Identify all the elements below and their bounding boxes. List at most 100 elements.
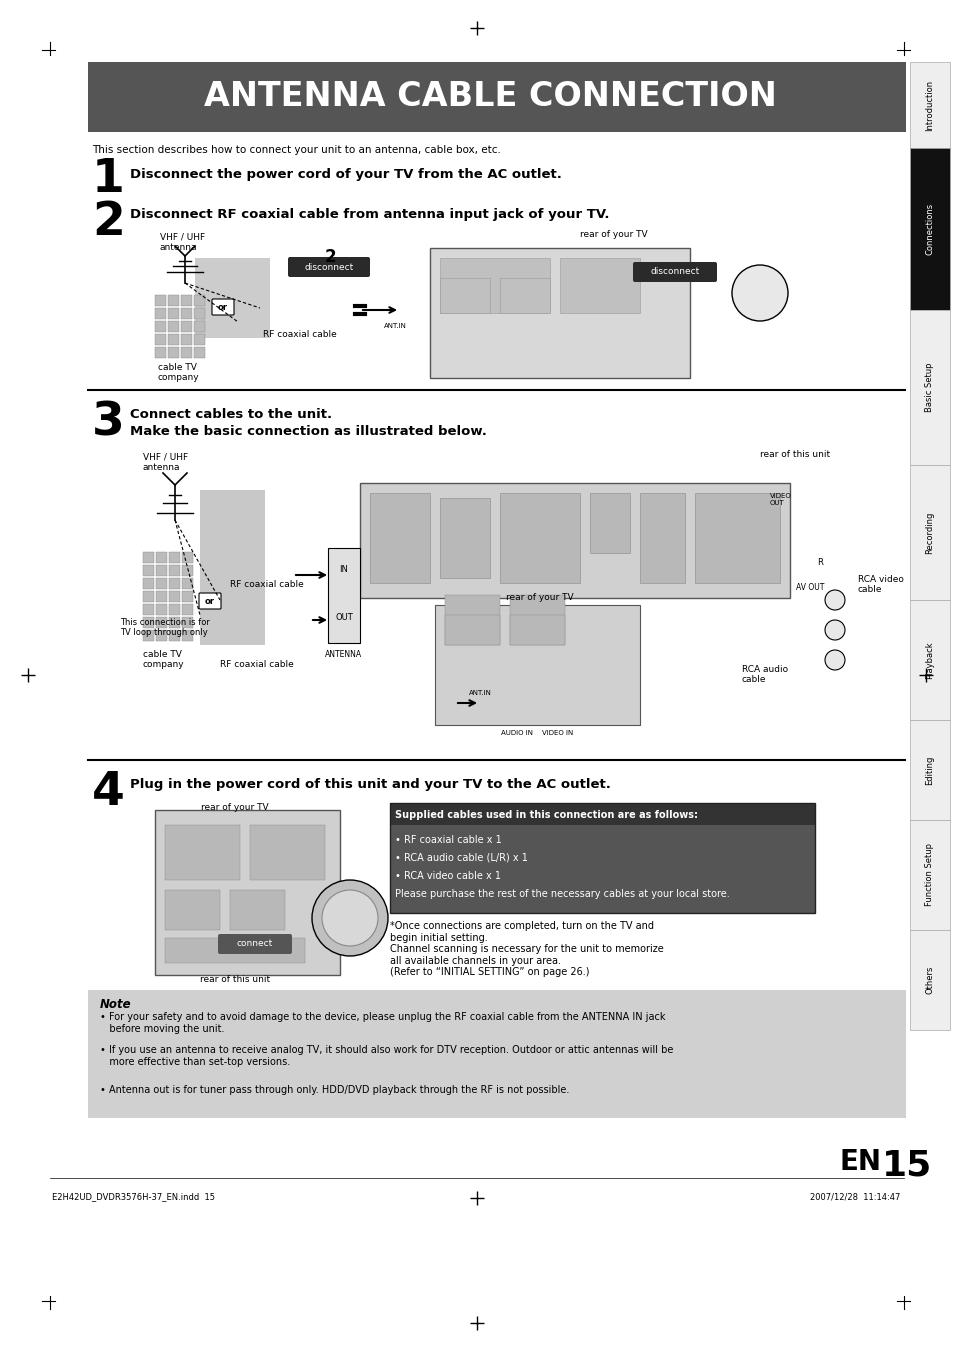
Text: RF coaxial cable: RF coaxial cable xyxy=(263,330,336,339)
Bar xyxy=(182,578,193,589)
Bar xyxy=(250,825,325,880)
Text: Note: Note xyxy=(100,998,132,1011)
Text: ANT.IN: ANT.IN xyxy=(383,323,406,330)
Text: VIDEO
OUT: VIDEO OUT xyxy=(769,493,791,507)
Bar xyxy=(510,615,564,644)
Bar xyxy=(499,278,550,313)
Text: ANT.IN: ANT.IN xyxy=(468,690,491,696)
Text: VHF / UHF
antenna: VHF / UHF antenna xyxy=(143,453,188,473)
Text: This section describes how to connect your unit to an antenna, cable box, etc.: This section describes how to connect yo… xyxy=(91,145,500,155)
Bar xyxy=(194,258,270,338)
Bar xyxy=(193,334,205,345)
Bar xyxy=(439,278,490,313)
Bar xyxy=(390,802,814,913)
Bar xyxy=(444,615,499,644)
Text: Plug in the power cord of this unit and your TV to the AC outlet.: Plug in the power cord of this unit and … xyxy=(130,778,610,790)
Text: • If you use an antenna to receive analog TV, it should also work for DTV recept: • If you use an antenna to receive analo… xyxy=(100,1046,673,1066)
Bar xyxy=(156,617,167,628)
Bar xyxy=(156,578,167,589)
Text: • Antenna out is for tuner pass through only. HDD/DVD playback through the RF is: • Antenna out is for tuner pass through … xyxy=(100,1085,569,1096)
Bar xyxy=(169,617,180,628)
Bar xyxy=(182,590,193,603)
Bar xyxy=(390,825,814,913)
Text: E2H42UD_DVDR3576H-37_EN.indd  15: E2H42UD_DVDR3576H-37_EN.indd 15 xyxy=(52,1192,214,1201)
Bar xyxy=(165,938,305,963)
Text: IN: IN xyxy=(339,565,348,574)
Bar xyxy=(156,604,167,615)
Bar xyxy=(143,630,153,640)
Text: Disconnect RF coaxial cable from antenna input jack of your TV.: Disconnect RF coaxial cable from antenna… xyxy=(130,208,609,222)
Bar xyxy=(154,308,166,319)
Text: rear of this unit: rear of this unit xyxy=(200,975,270,984)
Text: RF coaxial cable: RF coaxial cable xyxy=(230,580,303,589)
Bar xyxy=(143,553,153,563)
Text: • For your safety and to avoid damage to the device, please unplug the RF coaxia: • For your safety and to avoid damage to… xyxy=(100,1012,665,1034)
Bar xyxy=(143,578,153,589)
Bar xyxy=(156,553,167,563)
Bar xyxy=(143,590,153,603)
Text: 2: 2 xyxy=(91,200,125,245)
Bar xyxy=(169,630,180,640)
Bar xyxy=(909,820,949,929)
Bar xyxy=(88,990,905,1119)
Text: AUDIO IN    VIDEO IN: AUDIO IN VIDEO IN xyxy=(500,730,573,736)
Bar xyxy=(909,600,949,720)
Bar xyxy=(143,617,153,628)
Text: rear of your TV: rear of your TV xyxy=(201,802,269,812)
Bar xyxy=(328,549,359,643)
Bar xyxy=(499,493,579,584)
Text: EN: EN xyxy=(840,1148,882,1175)
Text: OUT: OUT xyxy=(335,613,353,621)
Text: Introduction: Introduction xyxy=(924,80,934,131)
Bar xyxy=(181,334,192,345)
Text: Please purchase the rest of the necessary cables at your local store.: Please purchase the rest of the necessar… xyxy=(395,889,729,898)
Bar xyxy=(439,258,550,313)
Text: ANTENNA CABLE CONNECTION: ANTENNA CABLE CONNECTION xyxy=(203,81,776,113)
Bar xyxy=(182,553,193,563)
Bar xyxy=(154,347,166,358)
FancyBboxPatch shape xyxy=(288,257,370,277)
Bar xyxy=(182,604,193,615)
Bar xyxy=(559,258,639,313)
Text: Supplied cables used in this connection are as follows:: Supplied cables used in this connection … xyxy=(395,811,698,820)
Text: 1: 1 xyxy=(91,157,125,203)
Bar xyxy=(154,322,166,332)
FancyBboxPatch shape xyxy=(218,934,292,954)
Bar xyxy=(439,499,490,578)
Text: Playback: Playback xyxy=(924,642,934,678)
Bar xyxy=(359,484,789,598)
Text: connect: connect xyxy=(236,939,273,948)
Text: or: or xyxy=(218,303,228,312)
Bar xyxy=(370,493,430,584)
Bar xyxy=(181,322,192,332)
Text: This connection is for
TV loop through only: This connection is for TV loop through o… xyxy=(120,617,210,638)
Bar xyxy=(154,811,339,975)
Bar xyxy=(430,249,689,378)
Circle shape xyxy=(824,650,844,670)
Text: ANTENNA: ANTENNA xyxy=(325,650,362,659)
Text: RCA video
cable: RCA video cable xyxy=(857,576,902,594)
Bar xyxy=(909,309,949,465)
Text: 4: 4 xyxy=(91,770,125,815)
Bar xyxy=(193,308,205,319)
Text: 2007/12/28  11:14:47: 2007/12/28 11:14:47 xyxy=(809,1192,899,1201)
Bar xyxy=(168,347,179,358)
Text: cable TV
company: cable TV company xyxy=(158,363,199,382)
Bar xyxy=(181,295,192,305)
Bar xyxy=(169,578,180,589)
Circle shape xyxy=(312,880,388,957)
Text: rear of your TV: rear of your TV xyxy=(506,593,573,603)
Text: Editing: Editing xyxy=(924,755,934,785)
Bar xyxy=(88,62,905,132)
Bar xyxy=(639,493,684,584)
Bar xyxy=(168,295,179,305)
Bar xyxy=(181,308,192,319)
Text: Basic Setup: Basic Setup xyxy=(924,363,934,412)
Bar xyxy=(154,334,166,345)
Bar xyxy=(182,565,193,576)
Bar xyxy=(695,493,780,584)
Bar xyxy=(193,347,205,358)
Bar xyxy=(165,890,220,929)
Text: AV OUT: AV OUT xyxy=(795,584,823,592)
Bar xyxy=(169,604,180,615)
